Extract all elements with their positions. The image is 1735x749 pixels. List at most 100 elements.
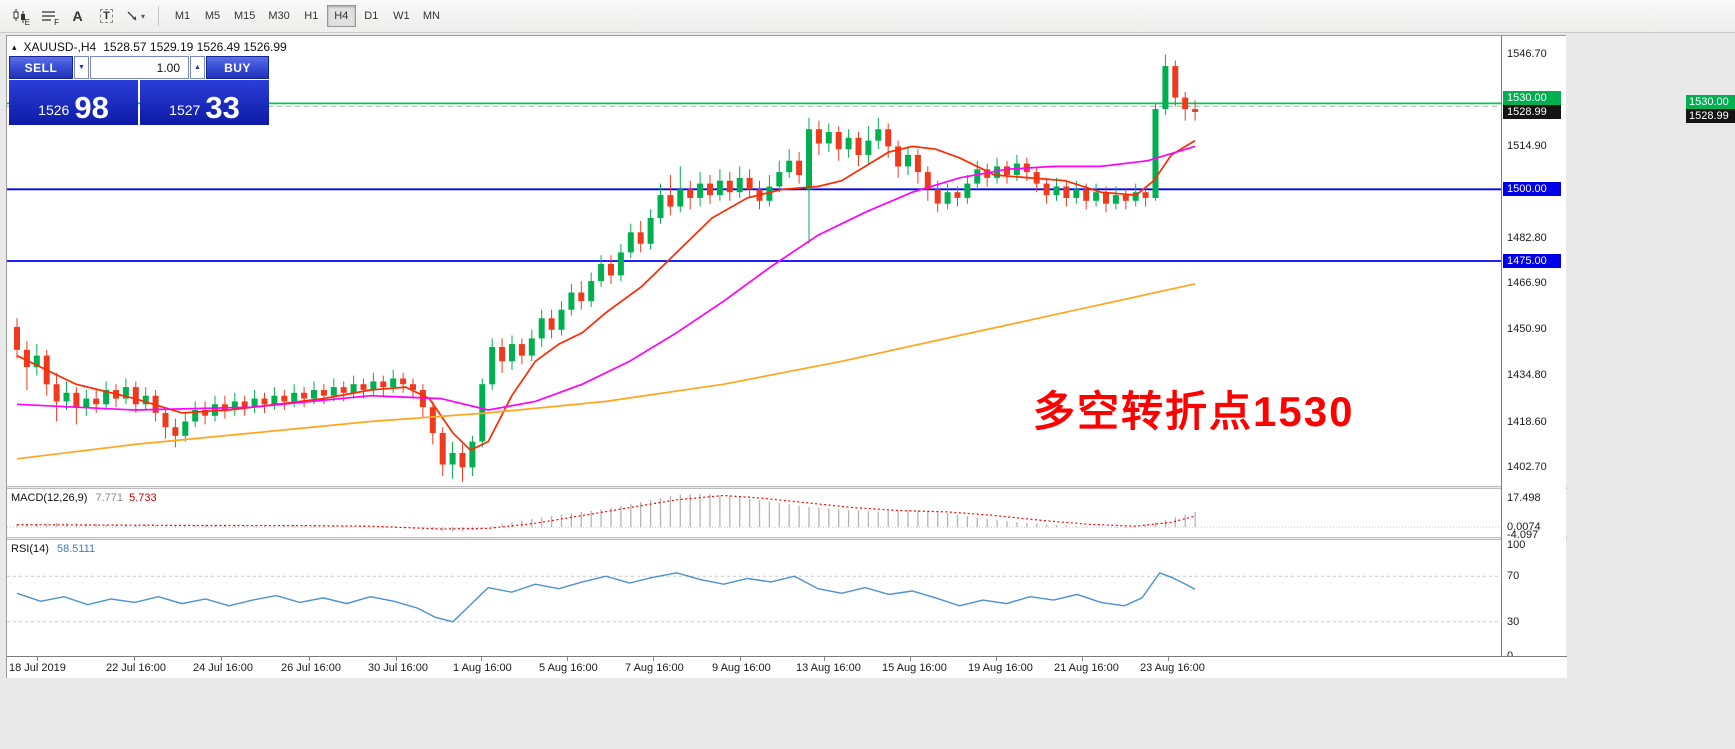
macd-axis-label: -4.097 — [1507, 529, 1539, 542]
chart-type-tool-button[interactable]: E — [6, 4, 33, 28]
chart-marker-icon: ▴ — [12, 41, 17, 52]
macd-canvas[interactable] — [7, 491, 1501, 537]
time-axis-label: 21 Aug 16:00 — [1054, 662, 1119, 674]
macd-name: MACD(12,26,9) — [11, 492, 88, 504]
volume-decrease-button[interactable]: ▼ — [74, 56, 89, 79]
volume-increase-button[interactable]: ▲ — [190, 56, 205, 79]
rsi-value: 58.5111 — [56, 543, 96, 555]
main-toolbar: E F A T ▾ M1 M5 M15 M30 H1 H4 D1 W1 MN — [0, 0, 1735, 33]
tool-sub-label: E — [24, 18, 30, 27]
time-axis-tick — [134, 657, 135, 661]
rsi-label: RSI(14) 58.5111 — [11, 543, 95, 555]
price-axis-label: 1450.90 — [1507, 323, 1547, 336]
tf-button-m1[interactable]: M1 — [174, 10, 191, 22]
buy-button[interactable]: BUY — [206, 56, 269, 79]
secondary-price-badges: 1530.00 1528.99 — [1686, 0, 1735, 749]
macd-label: MACD(12,26,9) 7.771 5.733 — [11, 492, 157, 504]
trade-prices-row: 1526 98 1527 33 — [9, 80, 269, 125]
rsi-panel: RSI(14) 58.5111 — [7, 542, 1501, 656]
tf-button-w1[interactable]: W1 — [393, 10, 410, 22]
price-axis-label: 1434.80 — [1507, 369, 1547, 382]
time-axis-tick — [309, 657, 310, 661]
time-axis-tick — [824, 657, 825, 661]
time-axis-label: 5 Aug 16:00 — [539, 662, 598, 674]
time-axis-tick — [1168, 657, 1169, 661]
time-axis-label: 26 Jul 16:00 — [281, 662, 341, 674]
tool-sub-label: F — [54, 18, 59, 27]
time-axis-tick — [221, 657, 222, 661]
time-axis-label: 9 Aug 16:00 — [712, 662, 771, 674]
panel-divider[interactable] — [7, 486, 1567, 489]
tf-button-h1[interactable]: H1 — [304, 10, 319, 22]
label-tool-icon: T — [100, 9, 113, 23]
buy-price-display[interactable]: 1527 33 — [140, 80, 269, 125]
macd-panel: MACD(12,26,9) 7.771 5.733 — [7, 491, 1501, 537]
macd-main-value: 7.771 — [95, 492, 124, 504]
time-axis-label: 24 Jul 16:00 — [193, 662, 253, 674]
symbol-label: XAUUSD-,H4 — [23, 40, 97, 54]
time-axis-label: 30 Jul 16:00 — [368, 662, 428, 674]
one-click-trading-panel: SELL ▼ ▲ BUY 1526 98 1527 33 — [9, 56, 269, 125]
tf-button-mn[interactable]: MN — [422, 10, 440, 22]
price-chart-canvas[interactable] — [7, 36, 1501, 486]
sell-price-big-figure: 1526 — [38, 102, 70, 118]
current-price-badge: 1528.99 — [1503, 105, 1561, 120]
rsi-axis-label: 100 — [1507, 539, 1526, 551]
sell-price-display[interactable]: 1526 98 — [9, 80, 138, 125]
tf-button-m5[interactable]: M5 — [204, 10, 221, 22]
time-axis-label: 1 Aug 16:00 — [453, 662, 512, 674]
time-axis-tick — [567, 657, 568, 661]
time-axis-tick — [1082, 657, 1083, 661]
tf-button-m15[interactable]: M15 — [234, 10, 256, 22]
edge-price-badge: 1530.00 — [1686, 95, 1735, 109]
time-axis-tick — [910, 657, 911, 661]
buy-price-big-figure: 1527 — [169, 102, 201, 118]
text-annotation-tool-button[interactable]: A — [64, 4, 91, 28]
rsi-axis-label: 70 — [1507, 570, 1520, 583]
tf-button-h4[interactable]: H4 — [326, 5, 356, 27]
ohlc-values: 1528.57 1529.19 1526.49 1526.99 — [103, 40, 287, 54]
text-label-tool-button[interactable]: T — [93, 4, 120, 28]
price-axis-label: 1546.70 — [1507, 48, 1547, 61]
tf-button-m30[interactable]: M30 — [268, 10, 290, 22]
templates-tool-button[interactable]: F — [35, 4, 62, 28]
timeframe-group: M1 M5 M15 M30 H1 H4 D1 W1 MN — [168, 5, 446, 27]
rsi-name: RSI(14) — [11, 543, 49, 555]
tf-button-d1[interactable]: D1 — [364, 10, 379, 22]
time-axis-tick — [396, 657, 397, 661]
rsi-axis-label: 30 — [1507, 615, 1520, 628]
macd-signal-value: 5.733 — [129, 492, 157, 504]
rsi-canvas[interactable] — [7, 542, 1501, 656]
drawing-tools-button[interactable]: ▾ — [122, 4, 149, 28]
grid-lines-icon — [41, 11, 55, 21]
time-axis-tick — [996, 657, 997, 661]
time-axis-tick — [37, 657, 38, 661]
sell-button[interactable]: SELL — [9, 56, 73, 79]
chevron-down-icon: ▾ — [140, 11, 145, 21]
time-axis-label: 15 Aug 16:00 — [882, 662, 947, 674]
time-axis-tick — [653, 657, 654, 661]
price-axis-label: 1482.80 — [1507, 231, 1547, 244]
price-level-badge: 1530.00 — [1503, 91, 1561, 106]
toolbar-separator — [158, 6, 159, 26]
time-axis-tick — [740, 657, 741, 661]
time-axis-label: 7 Aug 16:00 — [625, 662, 684, 674]
time-axis[interactable]: 18 Jul 2019 22 Jul 16:00 24 Jul 16:00 26 Ju… — [7, 656, 1567, 678]
chart-window: ▴ XAUUSD-,H4 1528.57 1529.19 1526.49 152… — [6, 35, 1567, 678]
price-axis[interactable]: 1546.70 1514.90 1482.80 1466.90 1450.90 1434.… — [1501, 36, 1566, 662]
panel-divider[interactable] — [7, 537, 1567, 540]
volume-input[interactable] — [90, 56, 189, 79]
time-axis-label: 18 Jul 2019 — [9, 662, 66, 674]
price-axis-label: 1466.90 — [1507, 277, 1547, 290]
time-axis-label: 22 Jul 16:00 — [106, 662, 166, 674]
trade-controls-row: SELL ▼ ▲ BUY — [9, 56, 269, 79]
time-axis-label: 23 Aug 16:00 — [1140, 662, 1205, 674]
sell-price-pips: 98 — [74, 89, 109, 125]
time-axis-tick — [481, 657, 482, 661]
macd-axis-label: 17.498 — [1507, 492, 1541, 504]
time-axis-label: 19 Aug 16:00 — [968, 662, 1033, 674]
symbol-info: ▴ XAUUSD-,H4 1528.57 1529.19 1526.49 152… — [12, 40, 287, 54]
price-axis-label: 1402.70 — [1507, 461, 1547, 474]
macd-axis-label: 0.0074 — [1507, 521, 1541, 534]
